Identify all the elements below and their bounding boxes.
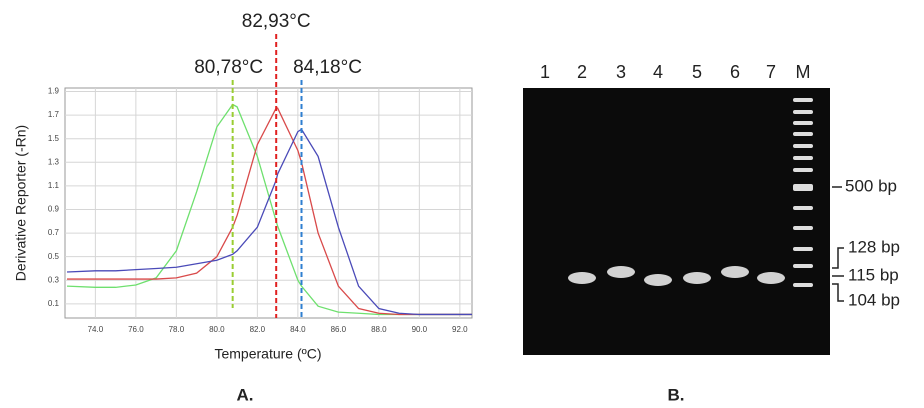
x-tick-label: 78.0	[169, 325, 185, 334]
y-tick-label: 1.5	[48, 134, 60, 143]
y-tick-label: 0.7	[48, 228, 60, 237]
gel-band	[721, 266, 749, 278]
x-tick-label: 86.0	[331, 325, 347, 334]
y-tick-label: 1.3	[48, 157, 60, 166]
x-tick-label: 80.0	[209, 325, 225, 334]
y-tick-label: 0.3	[48, 275, 60, 284]
ladder-band	[793, 226, 813, 230]
x-tick-label: 92.0	[452, 325, 468, 334]
y-axis-title: Derivative Reporter (-Rn)	[13, 125, 29, 281]
y-tick-label: 1.7	[48, 110, 60, 119]
panel-label: B.	[668, 385, 685, 404]
ladder-band	[793, 132, 813, 136]
gel-image	[523, 88, 830, 355]
gel-band	[683, 272, 711, 284]
ladder-band	[793, 184, 813, 191]
y-tick-label: 0.1	[48, 299, 60, 308]
ladder-band	[793, 98, 813, 102]
ladder-band	[793, 247, 813, 251]
gel-band	[568, 272, 596, 284]
panel-label: A.	[237, 385, 254, 404]
lane-label: 3	[616, 62, 626, 82]
y-tick-label: 1.9	[48, 87, 60, 96]
lane-label: 4	[653, 62, 663, 82]
peak-label: 82,93°C	[242, 11, 311, 32]
x-tick-label: 88.0	[371, 325, 387, 334]
y-tick-label: 0.9	[48, 205, 60, 214]
peak-label: 80,78°C	[194, 57, 263, 78]
ladder-band	[793, 168, 813, 172]
ladder-band	[793, 283, 813, 287]
ladder-band	[793, 264, 813, 268]
marker-bracket	[832, 284, 844, 301]
x-axis-title: Temperature (ºC)	[214, 346, 321, 362]
y-tick-label: 1.1	[48, 181, 60, 190]
ladder-band	[793, 144, 813, 148]
x-tick-label: 84.0	[290, 325, 306, 334]
gel-band	[757, 272, 785, 284]
x-tick-label: 82.0	[250, 325, 266, 334]
marker-label: 128 bp	[848, 237, 900, 256]
lane-label: 1	[540, 62, 550, 82]
gel-band	[607, 266, 635, 278]
x-tick-label: 74.0	[88, 325, 104, 334]
marker-label: 104 bp	[848, 290, 900, 309]
marker-bracket	[832, 248, 844, 268]
gel-band	[644, 274, 672, 286]
lane-label: 7	[766, 62, 776, 82]
ladder-band	[793, 110, 813, 114]
lane-label: M	[796, 62, 811, 82]
marker-label: 500 bp	[845, 176, 897, 195]
marker-label: 115 bp	[848, 265, 899, 284]
ladder-band	[793, 206, 813, 210]
peak-label: 84,18°C	[293, 57, 362, 78]
figure: A. B. Temperature (ºC) Derivative Report…	[0, 0, 924, 408]
y-tick-label: 0.5	[48, 252, 60, 261]
lane-label: 2	[577, 62, 587, 82]
lane-label: 5	[692, 62, 702, 82]
x-tick-label: 76.0	[128, 325, 144, 334]
lane-label: 6	[730, 62, 740, 82]
x-tick-label: 90.0	[412, 325, 428, 334]
ladder-band	[793, 121, 813, 125]
ladder-band	[793, 156, 813, 160]
